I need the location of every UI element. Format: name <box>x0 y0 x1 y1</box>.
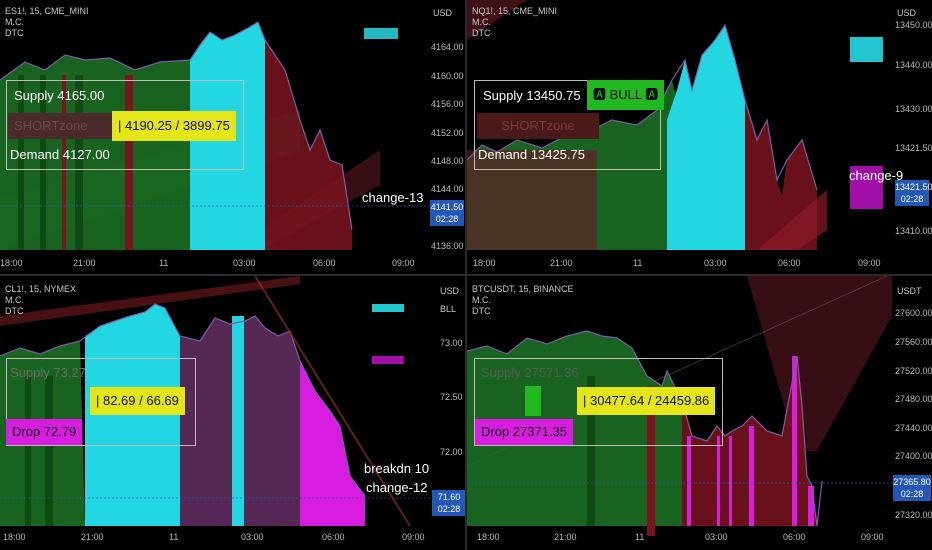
nq-x-tick: 06:00 <box>778 258 801 268</box>
cl-x-tick: 18:00 <box>3 532 26 542</box>
cl-x-tick: 11 <box>169 532 179 542</box>
es-shortzone-label: SHORTzone <box>8 113 112 139</box>
es-symbol[interactable]: ES1!, 15, CME_MINI <box>5 6 89 16</box>
es-y-tick: 4160.00 <box>431 71 464 81</box>
nq-symbol[interactable]: NQ1!, 15, CME_MINI <box>472 6 558 16</box>
cl-chart-canvas <box>0 276 430 527</box>
es-demand-label: Demand 4127.00 <box>10 147 110 162</box>
chart-panel-nq[interactable]: NQ1!, 15, CME_MINI M.C. DTC USD 13450.00… <box>467 0 932 274</box>
es-y-tick: 4148.00 <box>431 156 464 166</box>
cl-drop-label: Drop 72.79 <box>6 419 83 445</box>
cl-currency: USD <box>440 286 460 296</box>
btc-y-tick: 27600.00 <box>895 308 932 318</box>
nq-y-tick: 13430.00 <box>895 104 932 114</box>
es-chart-canvas <box>0 21 430 250</box>
btc-y-tick: 27400.00 <box>895 451 932 461</box>
btc-chart-canvas <box>467 276 897 536</box>
es-x-tick: 11 <box>159 258 169 268</box>
cl-annotation-change: change-12 <box>366 480 428 495</box>
nq-y-tick: 13440.00 <box>895 60 932 70</box>
btc-y-tick: 27320.00 <box>895 510 932 520</box>
nq-annotation: change-9 <box>849 168 904 183</box>
btc-supply-label: Supply 27571.36 <box>481 365 579 380</box>
nq-y-tick: 13450.00 <box>895 20 932 30</box>
cl-range-label: | 82.69 / 66.69 <box>90 387 185 415</box>
es-price-tag: 4141.50 02:28 <box>430 200 464 226</box>
es-zone-box <box>6 80 244 170</box>
nq-zone-box <box>474 80 661 170</box>
chart-panel-btc[interactable]: BTCUSDT, 15, BINANCE M.C. DTC USDT 27600… <box>467 276 932 550</box>
cl-symbol[interactable]: CL1!, 15, NYMEX <box>5 284 77 294</box>
nq-currency: USD <box>897 8 917 18</box>
chart-panel-es[interactable]: ES1!, 15, CME_MINI M.C. DTC USD 4164.00 … <box>0 0 465 274</box>
nq-x-tick: 09:00 <box>858 258 881 268</box>
btc-zone-box <box>474 358 723 446</box>
cl-price-tag: 71.60 02:28 <box>432 490 465 516</box>
cl-mc-indicator[interactable]: M.C. <box>5 295 24 305</box>
nq-shortzone-label: SHORTzone <box>477 113 599 139</box>
es-x-tick: 03:00 <box>233 258 256 268</box>
es-currency: USD <box>433 8 453 18</box>
btc-x-tick: 21:00 <box>554 532 577 542</box>
cl-x-tick: 06:00 <box>322 532 345 542</box>
cl-y-tick: 73.00 <box>440 338 463 348</box>
btc-y-tick: 27520.00 <box>895 366 932 376</box>
btc-drop-label: Drop 27371.35 <box>475 419 574 445</box>
nq-mc-indicator[interactable]: M.C. <box>472 17 491 27</box>
btc-currency: USDT <box>897 286 922 296</box>
cl-x-tick: 09:00 <box>402 532 425 542</box>
es-y-tick: 4144.00 <box>431 184 464 194</box>
es-dtc-indicator[interactable]: DTC <box>5 28 24 38</box>
btc-dtc-indicator[interactable]: DTC <box>472 306 491 316</box>
nq-dtc-indicator[interactable]: DTC <box>472 28 491 38</box>
btc-x-tick: 18:00 <box>477 532 500 542</box>
btc-range-label: | 30477.64 / 24459.86 <box>577 387 716 415</box>
cl-annotation-breakdown: breakdn 10 <box>364 461 430 476</box>
nq-x-tick: 03:00 <box>704 258 727 268</box>
btc-y-tick: 27560.00 <box>895 337 932 347</box>
es-mc-indicator[interactable]: M.C. <box>5 17 24 27</box>
btc-x-tick: 11 <box>635 532 645 542</box>
es-annotation: change-13 <box>362 190 424 205</box>
nq-chart-canvas <box>467 0 883 250</box>
nq-x-tick: 21:00 <box>550 258 573 268</box>
cl-zone-box <box>6 358 196 446</box>
btc-price-tag: 27365.80 02:28 <box>893 475 931 501</box>
es-y-tick: 4156.00 <box>431 99 464 109</box>
cl-y-tick: 72.00 <box>440 447 463 457</box>
cl-dtc-indicator[interactable]: DTC <box>5 306 24 316</box>
nq-demand-label: Demand 13425.75 <box>478 147 585 162</box>
cl-x-tick: 03:00 <box>241 532 264 542</box>
nq-x-tick: 18:00 <box>473 258 496 268</box>
horizontal-divider[interactable] <box>0 274 932 276</box>
btc-symbol[interactable]: BTCUSDT, 15, BINANCE <box>472 284 574 294</box>
es-y-tick: 4136.00 <box>431 241 464 251</box>
cl-currency-unit: BLL <box>440 304 457 314</box>
es-x-tick: 21:00 <box>73 258 96 268</box>
es-range-label: | 4190.25 / 3899.75 <box>112 111 236 141</box>
nq-bull-label: 🅰 BULL 🅰 <box>587 80 665 110</box>
btc-y-tick: 27440.00 <box>895 423 932 433</box>
es-x-tick: 06:00 <box>313 258 336 268</box>
es-x-tick: 18:00 <box>0 258 23 268</box>
btc-x-tick: 09:00 <box>861 532 884 542</box>
btc-x-tick: 03:00 <box>705 532 728 542</box>
btc-mc-indicator[interactable]: M.C. <box>472 295 491 305</box>
nq-supply-label: Supply 13450.75 <box>483 88 581 103</box>
nq-y-tick: 13410.00 <box>895 226 932 236</box>
nq-price-tag: 13421.50 02:28 <box>895 180 932 206</box>
es-x-tick: 09:00 <box>392 258 415 268</box>
btc-y-tick: 27480.00 <box>895 394 932 404</box>
cl-y-tick: 72.50 <box>440 392 463 402</box>
nq-x-tick: 11 <box>633 258 643 268</box>
cl-x-tick: 21:00 <box>81 532 104 542</box>
chart-panel-cl[interactable]: CL1!, 15, NYMEX M.C. DTC USD BLL 73.00 7… <box>0 276 465 550</box>
nq-y-tick: 13421.50 <box>895 143 932 153</box>
cl-supply-label: Supply 73.27 <box>10 365 86 380</box>
es-y-tick: 4152.00 <box>431 128 464 138</box>
es-supply-label: Supply 4165.00 <box>14 88 105 103</box>
es-y-tick: 4164.00 <box>431 42 464 52</box>
btc-x-tick: 06:00 <box>783 532 806 542</box>
